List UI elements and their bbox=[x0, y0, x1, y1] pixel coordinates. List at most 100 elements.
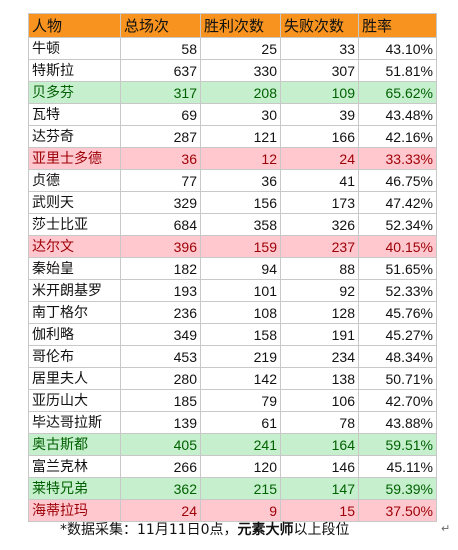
cell-total: 266 bbox=[120, 455, 201, 478]
cell-total: 69 bbox=[120, 103, 201, 126]
table-row: 哥伦布 453 219 234 48.34% bbox=[28, 345, 437, 368]
cell-losses: 92 bbox=[280, 279, 359, 302]
header-total: 总场次 bbox=[120, 13, 201, 38]
cell-wins: 241 bbox=[200, 433, 281, 456]
cell-rate: 43.48% bbox=[358, 103, 437, 126]
table-row: 瓦特 69 30 39 43.48% bbox=[28, 103, 437, 126]
cell-name: 秦始皇 bbox=[28, 257, 121, 280]
header-losses: 失败次数 bbox=[280, 13, 359, 38]
table-row: 达芬奇 287 121 166 42.16% bbox=[28, 125, 437, 148]
table-row: 特斯拉 637 330 307 51.81% bbox=[28, 59, 437, 82]
stats-table: 人物 总场次 胜利次数 失败次数 胜率 牛顿 58 25 33 43.10% 特斯拉 637… bbox=[28, 13, 437, 522]
footnote: *数据采集：11月11日0点，元素大师以上段位 bbox=[60, 519, 350, 539]
table-row: 亚历山大 185 79 106 42.70% bbox=[28, 389, 437, 412]
cell-total: 58 bbox=[120, 37, 201, 60]
table-row: 海蒂拉玛 24 9 15 37.50% bbox=[28, 499, 437, 522]
cell-wins: 215 bbox=[200, 477, 281, 500]
cell-rate: 52.34% bbox=[358, 213, 437, 236]
cell-rate: 33.33% bbox=[358, 147, 437, 170]
cell-losses: 326 bbox=[280, 213, 359, 236]
cell-name: 哥伦布 bbox=[28, 345, 121, 368]
cell-wins: 25 bbox=[200, 37, 281, 60]
cell-losses: 109 bbox=[280, 81, 359, 104]
table-row: 莎士比亚 684 358 326 52.34% bbox=[28, 213, 437, 236]
cell-losses: 88 bbox=[280, 257, 359, 280]
header-wins: 胜利次数 bbox=[200, 13, 281, 38]
cell-wins: 36 bbox=[200, 169, 281, 192]
cell-losses: 307 bbox=[280, 59, 359, 82]
cell-name: 伽利略 bbox=[28, 323, 121, 346]
cell-losses: 41 bbox=[280, 169, 359, 192]
cell-rate: 59.39% bbox=[358, 477, 437, 500]
cell-total: 329 bbox=[120, 191, 201, 214]
cell-losses: 166 bbox=[280, 125, 359, 148]
table-row: 南丁格尔 236 108 128 45.76% bbox=[28, 301, 437, 324]
cell-total: 317 bbox=[120, 81, 201, 104]
footnote-bold: 元素大师 bbox=[237, 522, 294, 538]
cell-total: 24 bbox=[120, 499, 201, 522]
table-row: 武则天 329 156 173 47.42% bbox=[28, 191, 437, 214]
table-row: 奥古斯都 405 241 164 59.51% bbox=[28, 433, 437, 456]
cell-name: 瓦特 bbox=[28, 103, 121, 126]
cell-losses: 106 bbox=[280, 389, 359, 412]
cell-losses: 173 bbox=[280, 191, 359, 214]
cell-name: 奥古斯都 bbox=[28, 433, 121, 456]
table-row: 伽利略 349 158 191 45.27% bbox=[28, 323, 437, 346]
cell-rate: 45.11% bbox=[358, 455, 437, 478]
cell-total: 637 bbox=[120, 59, 201, 82]
cell-total: 453 bbox=[120, 345, 201, 368]
cell-rate: 50.71% bbox=[358, 367, 437, 390]
cell-name: 牛顿 bbox=[28, 37, 121, 60]
cell-total: 193 bbox=[120, 279, 201, 302]
cell-wins: 101 bbox=[200, 279, 281, 302]
cell-total: 405 bbox=[120, 433, 201, 456]
cell-name: 达尔文 bbox=[28, 235, 121, 258]
cell-wins: 219 bbox=[200, 345, 281, 368]
cell-total: 36 bbox=[120, 147, 201, 170]
cell-total: 280 bbox=[120, 367, 201, 390]
header-rate: 胜率 bbox=[358, 13, 437, 38]
cell-wins: 12 bbox=[200, 147, 281, 170]
table-row: 贞德 77 36 41 46.75% bbox=[28, 169, 437, 192]
cell-losses: 234 bbox=[280, 345, 359, 368]
cell-wins: 30 bbox=[200, 103, 281, 126]
cell-name: 达芬奇 bbox=[28, 125, 121, 148]
cell-total: 236 bbox=[120, 301, 201, 324]
cell-wins: 358 bbox=[200, 213, 281, 236]
cell-wins: 108 bbox=[200, 301, 281, 324]
cell-rate: 45.76% bbox=[358, 301, 437, 324]
table-row: 亚里士多德 36 12 24 33.33% bbox=[28, 147, 437, 170]
cell-wins: 159 bbox=[200, 235, 281, 258]
footnote-prefix: *数据采集：11月11日0点， bbox=[60, 522, 238, 538]
table-row: 贝多芬 317 208 109 65.62% bbox=[28, 81, 437, 104]
cell-wins: 61 bbox=[200, 411, 281, 434]
cell-losses: 164 bbox=[280, 433, 359, 456]
cell-rate: 51.81% bbox=[358, 59, 437, 82]
cell-losses: 24 bbox=[280, 147, 359, 170]
cell-wins: 156 bbox=[200, 191, 281, 214]
cell-losses: 191 bbox=[280, 323, 359, 346]
cell-name: 贝多芬 bbox=[28, 81, 121, 104]
footnote-suffix: 以上段位 bbox=[293, 522, 350, 538]
cell-losses: 15 bbox=[280, 499, 359, 522]
cell-total: 349 bbox=[120, 323, 201, 346]
cell-wins: 330 bbox=[200, 59, 281, 82]
cell-wins: 94 bbox=[200, 257, 281, 280]
header-row: 人物 总场次 胜利次数 失败次数 胜率 bbox=[28, 13, 437, 38]
cell-name: 毕达哥拉斯 bbox=[28, 411, 121, 434]
cell-name: 米开朗基罗 bbox=[28, 279, 121, 302]
table-row: 牛顿 58 25 33 43.10% bbox=[28, 37, 437, 60]
table-row: 米开朗基罗 193 101 92 52.33% bbox=[28, 279, 437, 302]
cell-wins: 9 bbox=[200, 499, 281, 522]
cell-losses: 138 bbox=[280, 367, 359, 390]
cell-wins: 120 bbox=[200, 455, 281, 478]
cell-total: 182 bbox=[120, 257, 201, 280]
cell-total: 362 bbox=[120, 477, 201, 500]
table-row: 毕达哥拉斯 139 61 78 43.88% bbox=[28, 411, 437, 434]
cell-losses: 237 bbox=[280, 235, 359, 258]
cell-rate: 45.27% bbox=[358, 323, 437, 346]
cell-name: 武则天 bbox=[28, 191, 121, 214]
cell-wins: 142 bbox=[200, 367, 281, 390]
cell-rate: 52.33% bbox=[358, 279, 437, 302]
cell-rate: 42.16% bbox=[358, 125, 437, 148]
